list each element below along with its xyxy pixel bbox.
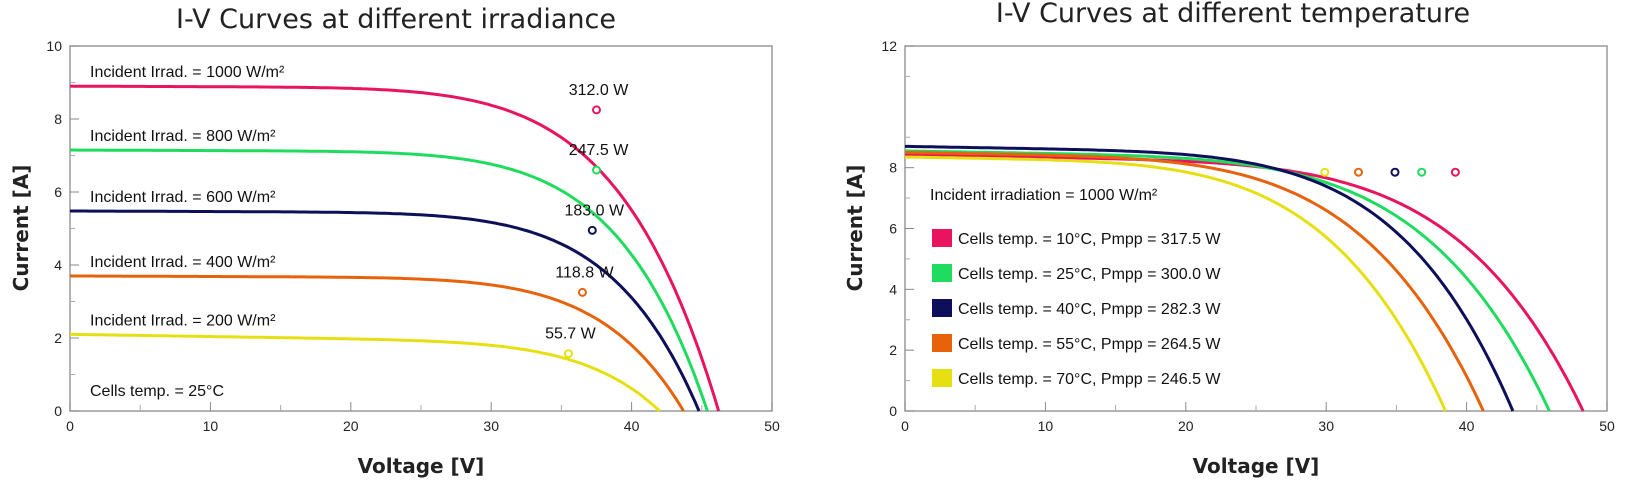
mpp-point [563,349,573,359]
legend-swatch [932,334,952,352]
x-tick-label: 50 [764,418,780,434]
y-ticks: 0 2 4 6 8 12 [881,38,914,419]
y-tick-label: 0 [54,403,62,419]
mpp-label: 247.5 W [569,142,629,159]
series-group: Incident Irrad. = 1000 W/m² 312.0 W Incide… [69,64,721,413]
legend-swatch [932,369,952,387]
series-line [69,274,685,412]
series-line [904,149,1551,412]
x-tick-label: 30 [483,418,499,434]
chart-irradiance: I-V Curves at different irradiance Curre… [9,4,780,478]
y-tick-label: 8 [54,111,62,127]
mpp-label: 55.7 W [545,326,597,343]
series-label: Incident Irrad. = 800 W/m² [90,128,276,145]
x-tick-label: 10 [1038,418,1054,434]
legend-label: Cells temp. = 55°C, Pmpp = 264.5 W [958,336,1221,353]
y-axis-label: Current [A] [9,165,33,292]
mpp-point [592,105,601,115]
series-line [69,84,721,412]
mpp-point [1353,167,1363,177]
mpp-point [1320,167,1330,177]
legend-label: Cells temp. = 10°C, Pmpp = 317.5 W [958,231,1221,248]
mpp-point [592,165,601,175]
series-line [905,151,1485,412]
legend-label: Cells temp. = 25°C, Pmpp = 300.0 W [958,266,1221,283]
mpp-point [1417,167,1427,177]
legend-label: Cells temp. = 70°C, Pmpp = 246.5 W [958,371,1221,388]
series-line [70,148,709,412]
mpp-label: 118.8 W [555,264,614,281]
legend-swatch [932,264,952,282]
series-line [70,209,701,412]
x-tick-label: 0 [66,418,74,434]
series-label: Incident Irrad. = 200 W/m² [90,312,276,329]
y-ticks: 0 2 4 6 8 10 [46,38,79,419]
plot-frame [69,45,773,412]
x-tick-label: 20 [343,418,359,434]
y-tick-label: 8 [889,160,897,176]
mpp-point [1450,167,1460,177]
plot-frame [904,45,1608,412]
chart-temperature: I-V Curves at different temperature Curr… [843,0,1615,478]
series-line [70,332,661,413]
y-tick-label: 2 [889,342,897,358]
y-tick-label: 12 [881,38,897,54]
legend: Cells temp. = 10°C, Pmpp = 317.5 W Cells … [932,229,1221,388]
cells-temp-note: Cells temp. = 25°C [90,383,224,400]
x-ticks: 0 10 20 30 40 50 [66,402,780,434]
y-tick-label: 10 [46,38,62,54]
chart-title: I-V Curves at different irradiance [176,4,616,35]
x-tick-label: 0 [901,418,909,434]
series-label: Incident Irrad. = 400 W/m² [90,254,276,271]
y-axis-label: Current [A] [843,165,867,292]
series-label: Incident Irrad. = 600 W/m² [90,189,276,206]
x-tick-label: 40 [624,418,640,434]
x-tick-label: 20 [1178,418,1194,434]
x-tick-label: 40 [1459,418,1475,434]
mpp-point [587,225,597,235]
x-tick-label: 10 [203,418,219,434]
y-tick-label: 2 [54,330,62,346]
series-group [904,144,1585,412]
mpp-label: 312.0 W [569,82,629,99]
series-label: Incident Irrad. = 1000 W/m² [90,64,285,81]
legend-title: Incident irradiation = 1000 W/m² [930,187,1158,204]
series-line [904,155,1447,412]
x-axis-label: Voltage [V] [358,454,485,478]
chart-title: I-V Curves at different temperature [996,0,1470,29]
legend-swatch [932,229,952,247]
y-tick-label: 4 [54,257,62,273]
x-axis-label: Voltage [V] [1193,454,1320,478]
series-line [905,144,1515,412]
y-tick-label: 6 [54,184,62,200]
mpp-point [577,287,587,297]
legend-swatch [932,299,952,317]
y-tick-label: 6 [889,221,897,237]
y-tick-label: 4 [889,281,897,297]
x-ticks: 0 10 20 30 40 50 [901,402,1615,434]
x-tick-label: 30 [1318,418,1334,434]
legend-label: Cells temp. = 40°C, Pmpp = 282.3 W [958,301,1221,318]
x-tick-label: 50 [1599,418,1615,434]
mpp-label: 183.0 W [564,202,624,219]
mpp-point [1390,167,1400,177]
y-tick-label: 0 [889,403,897,419]
